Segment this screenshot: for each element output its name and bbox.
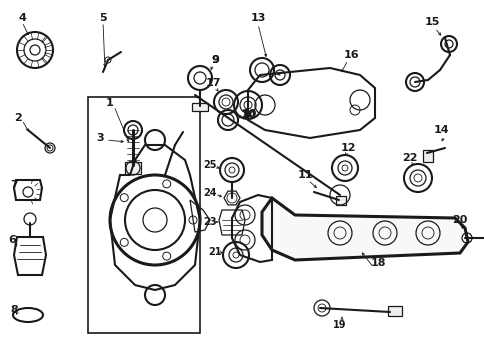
Text: 14: 14 xyxy=(433,125,449,135)
Text: 8: 8 xyxy=(10,305,18,315)
Bar xyxy=(192,103,208,111)
Text: 11: 11 xyxy=(297,170,312,180)
Text: 5: 5 xyxy=(99,13,106,23)
Bar xyxy=(422,150,432,162)
Text: 6: 6 xyxy=(8,235,16,245)
Bar xyxy=(335,196,345,205)
Bar xyxy=(125,162,141,174)
Text: 19: 19 xyxy=(333,320,346,330)
Text: 25: 25 xyxy=(203,160,216,170)
Text: 7: 7 xyxy=(10,180,18,190)
Text: 9: 9 xyxy=(211,55,218,65)
Text: 16: 16 xyxy=(344,50,359,60)
Bar xyxy=(387,306,401,316)
Bar xyxy=(88,97,199,333)
Text: 13: 13 xyxy=(250,13,265,23)
Text: 4: 4 xyxy=(18,13,26,23)
Text: 10: 10 xyxy=(241,109,256,119)
Text: 21: 21 xyxy=(208,247,221,257)
Text: 10: 10 xyxy=(240,110,255,120)
Text: 22: 22 xyxy=(401,153,417,163)
Text: 17: 17 xyxy=(205,78,220,88)
Text: 18: 18 xyxy=(369,258,385,268)
Text: 9: 9 xyxy=(211,55,218,65)
Text: 2: 2 xyxy=(14,113,22,123)
Text: 1: 1 xyxy=(106,98,114,108)
Polygon shape xyxy=(261,198,467,260)
Text: 24: 24 xyxy=(203,188,216,198)
Text: 12: 12 xyxy=(340,143,355,153)
Text: 20: 20 xyxy=(452,215,467,225)
Text: 3: 3 xyxy=(96,133,104,143)
Text: 23: 23 xyxy=(203,217,216,227)
Text: 15: 15 xyxy=(424,17,439,27)
